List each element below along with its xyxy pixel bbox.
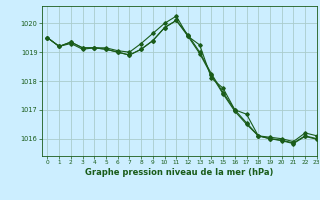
X-axis label: Graphe pression niveau de la mer (hPa): Graphe pression niveau de la mer (hPa) (85, 168, 273, 177)
